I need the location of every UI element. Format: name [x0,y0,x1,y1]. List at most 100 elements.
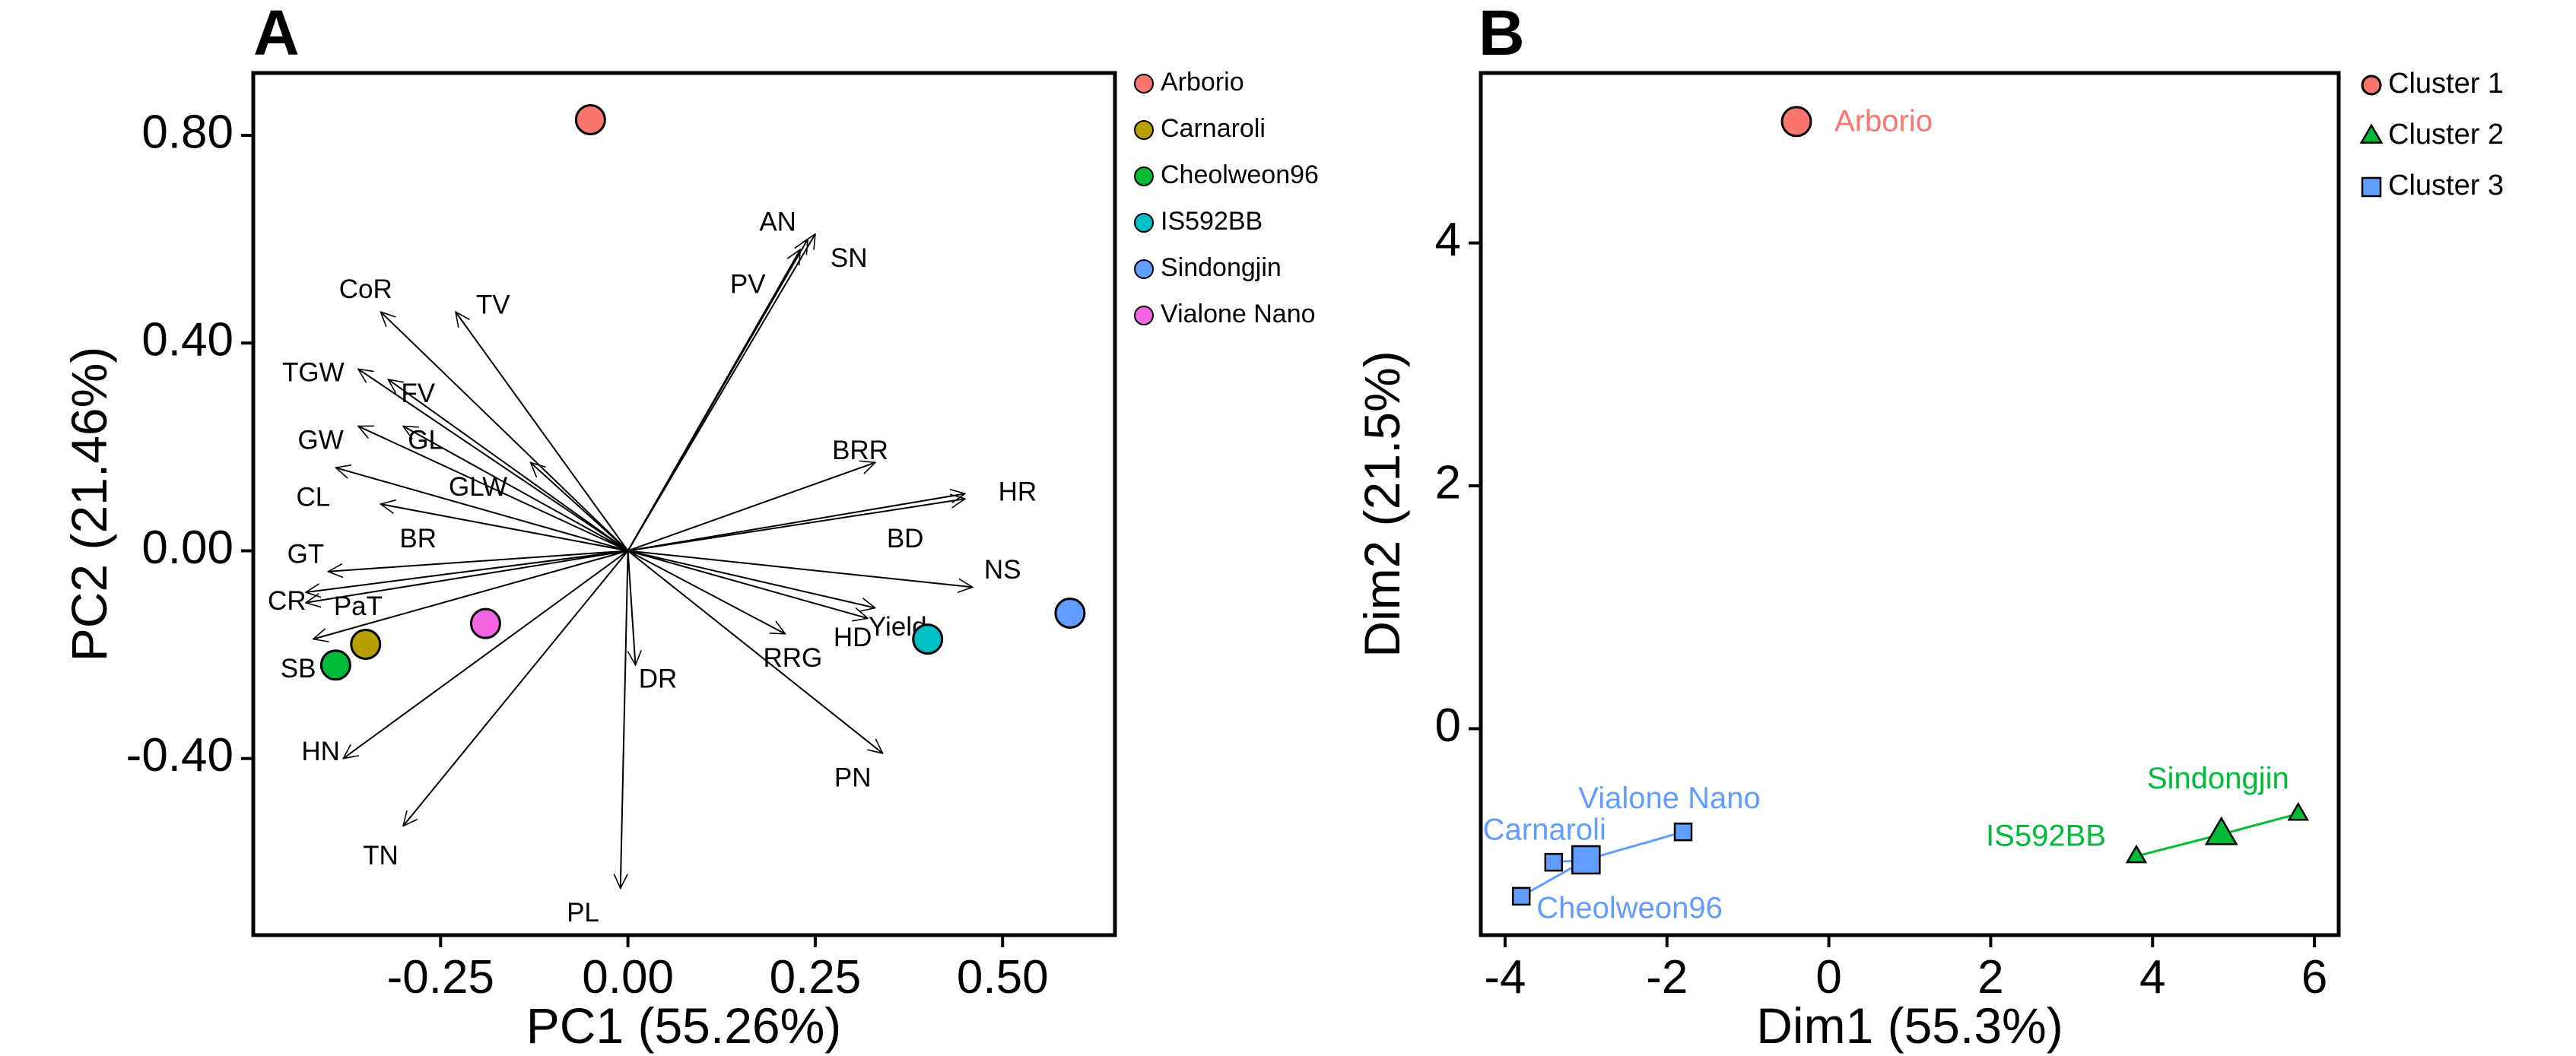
point-vialone-nano [1673,822,1693,842]
vector-label-rrg: RRG [763,643,822,673]
point-label-arborio: Arborio [1834,104,1933,138]
x-tick-label: 0.25 [770,951,862,1004]
point-is592bb [2125,844,2148,864]
vector-label-dr: DR [639,664,678,694]
vector-hn [343,550,629,758]
vector-br [380,504,628,552]
x-tick-label: -4 [1484,951,1526,1004]
vector-gt [329,550,628,571]
vector-dr [628,550,636,664]
legend-marker-cluster-1 [2361,75,2382,96]
cluster-link-vialone-nano [1585,830,1684,861]
vector-brr [627,462,875,552]
cluster-points: Arborio IS592BB Sindongjin Carnaroli Cheolwe… [1483,104,2310,924]
x-tick-label: -2 [1646,951,1688,1004]
vector-label-gl: GL [408,425,443,455]
vector-pn [627,550,883,753]
vector-tgw [358,369,629,552]
point-cheolweon96 [319,649,351,681]
centroid-cluster-1 [1780,106,1812,138]
point-arborio [574,103,606,135]
vector-tn [403,550,629,826]
vector-label-tv: TV [476,290,510,320]
vector-ns [627,550,973,587]
centroid-cluster-2 [2204,816,2238,845]
vector-label-br: BR [399,524,437,553]
vector-sb [313,550,628,639]
vector-label-pl: PL [567,898,599,928]
point-sindongjin [2287,801,2310,821]
vector-label-glw: GLW [449,472,507,502]
vector-label-an: AN [759,207,796,236]
vector-glw [531,462,629,552]
y-tick-label: 2 [1435,456,1461,509]
legend-marker-is592bb [1134,213,1154,233]
cluster-link-sindongjin [2221,812,2299,836]
vector-label-brr: BRR [832,436,888,465]
legend-marker-arborio [1134,74,1154,94]
y-tick-label: 0.00 [141,522,233,574]
point-carnaroli [1544,852,1564,872]
vector-label-hd: HD [834,623,872,652]
panel-a-legend: Arborio Carnaroli Cheolweon96 IS592BB Sindon… [1134,68,1319,328]
legend-marker-cheolweon96 [1134,166,1154,186]
y-tick-label: 0.40 [141,314,233,366]
vector-label-pn: PN [834,763,872,792]
vector-label-tgw: TGW [282,357,345,387]
legend-marker-carnaroli [1134,120,1154,140]
panel-b-y-title: Dim2 (21.5%) [1354,350,1410,657]
vector-label-pv: PV [730,269,766,299]
vector-hd [627,550,868,618]
panel-b-x-title: Dim1 (55.3%) [1756,997,2063,1054]
point-label-is592bb: IS592BB [1986,820,2106,853]
vector-label-pat: PaT [334,591,383,621]
vector-cr [306,550,628,592]
vector-pv [627,249,801,551]
vector-label-cl: CL [296,482,330,512]
point-label-carnaroli: Carnaroli [1483,813,1606,847]
legend-label-cluster-1: Cluster 1 [2388,68,2504,100]
vector-label-hr: HR [999,477,1037,507]
panel-b-x-ticks: -4 -2 0 2 4 6 [1484,935,2327,1004]
vector-label-cr: CR [268,586,307,616]
vector-cl [335,468,628,552]
y-tick-label: 0 [1435,699,1461,752]
vector-label-gt: GT [287,540,325,569]
vector-rrg [627,550,786,635]
legend-label-cheolweon96: Cheolweon96 [1161,160,1319,189]
vector-label-gw: GW [298,425,344,455]
y-tick-label: 0.80 [141,106,233,158]
point-label-vialone-nano: Vialone Nano [1578,782,1760,815]
vector-pl [621,550,629,888]
panel-b-frame [1479,71,2341,937]
point-carnaroli [350,628,382,660]
legend-marker-cluster-2 [2359,123,2384,144]
panel-a-frame [251,71,1117,937]
cluster-links [1520,812,2299,898]
vector-label-fv: FV [401,379,435,408]
vector-label-hn: HN [301,737,340,766]
point-sindongjin [1054,597,1086,629]
x-tick-label: -0.25 [387,951,494,1004]
point-vialone-nano [469,607,501,639]
point-label-sindongjin: Sindongjin [2147,762,2289,795]
legend-label-carnaroli: Carnaroli [1161,114,1266,143]
point-cheolweon96 [1511,886,1531,906]
vector-pat [306,550,628,602]
y-tick-label: 4 [1435,214,1461,266]
genotype-points [319,103,1086,681]
vector-label-sb: SB [281,654,316,683]
x-tick-label: 0 [1815,951,1841,1004]
x-tick-label: 6 [2301,951,2327,1004]
legend-marker-cluster-3 [2361,176,2382,198]
vector-label-bd: BD [887,524,924,553]
vector-label-ns: NS [984,555,1021,585]
panel-b-y-ticks: 0 2 4 [1435,214,1481,752]
vector-tv [456,312,629,552]
legend-marker-vialone-nano [1134,306,1154,325]
point-label-cheolweon96: Cheolweon96 [1536,891,1723,924]
panel-b-legend: Cluster 1 Cluster 2 Cluster 3 [2359,68,2504,201]
